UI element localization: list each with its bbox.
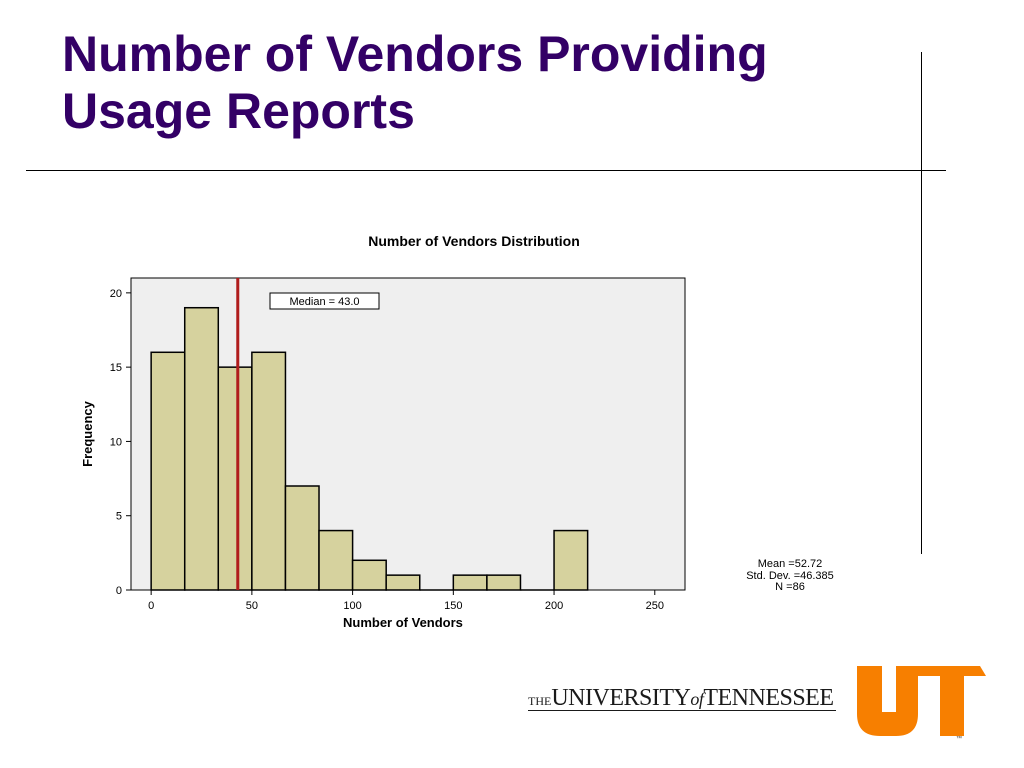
ut-logo-icon: ™ — [857, 666, 986, 742]
slide-title-line-2: Usage Reports — [62, 83, 415, 139]
histogram-bar — [318, 529, 354, 591]
vertical-divider-line — [921, 52, 922, 554]
histogram-bar — [486, 574, 522, 591]
wordmark-of: of — [690, 689, 704, 709]
ut-logo-tm: ™ — [956, 735, 962, 742]
y-tick-label: 20 — [110, 288, 122, 300]
x-axis: 0 50 100 150 200 250 — [148, 590, 664, 612]
median-label-box — [269, 292, 380, 310]
wordmark-underline — [528, 710, 836, 711]
university-wordmark: THEUNIVERSITYofTENNESSEE — [528, 684, 834, 715]
histogram-bar — [251, 351, 287, 591]
stat-n: N =86 — [775, 581, 805, 593]
y-tick-label: 10 — [110, 436, 122, 448]
slide-title-line-1: Number of Vendors Providing — [62, 26, 768, 82]
y-axis-label: Frequency — [80, 400, 95, 467]
histogram-bar — [150, 351, 186, 591]
stat-std-dev: Std. Dev. =46.385 — [746, 570, 834, 582]
wordmark-the: THE — [528, 694, 552, 708]
x-tick-label: 250 — [646, 600, 664, 612]
summary-stats: Mean =52.72 Std. Dev. =46.385 N =86 — [746, 558, 834, 593]
histogram-bar — [553, 529, 589, 591]
x-tick-label: 50 — [246, 600, 258, 612]
x-tick-label: 200 — [545, 600, 563, 612]
slide-title: Number of Vendors Providing Usage Report… — [62, 26, 912, 140]
ut-logo-t-shape — [912, 666, 986, 736]
y-tick-label: 0 — [116, 585, 122, 597]
y-axis: 0 5 10 15 20 — [110, 288, 131, 597]
histogram-bar — [385, 574, 421, 591]
x-tick-label: 150 — [444, 600, 462, 612]
x-tick-label: 100 — [343, 600, 361, 612]
histogram-bar — [452, 574, 488, 591]
wordmark-tennessee: TENNESSEE — [703, 685, 834, 711]
y-tick-label: 5 — [116, 511, 122, 523]
histogram-bar — [183, 306, 220, 591]
title-divider-line — [26, 170, 946, 171]
median-label: Median = 43.0 — [289, 296, 359, 308]
chart-title: Number of Vendors Distribution — [368, 233, 580, 249]
histogram-bars — [150, 306, 589, 591]
x-tick-label: 0 — [148, 600, 154, 612]
histogram-bar — [351, 559, 387, 591]
histogram-bar — [284, 485, 320, 591]
stat-mean: Mean =52.72 — [758, 558, 823, 570]
ut-logo-u-shape — [857, 666, 918, 736]
y-tick-label: 15 — [110, 362, 122, 374]
wordmark-university: UNIVERSITY — [551, 685, 691, 711]
x-axis-label: Number of Vendors — [343, 615, 463, 630]
histogram-bar — [217, 366, 253, 591]
